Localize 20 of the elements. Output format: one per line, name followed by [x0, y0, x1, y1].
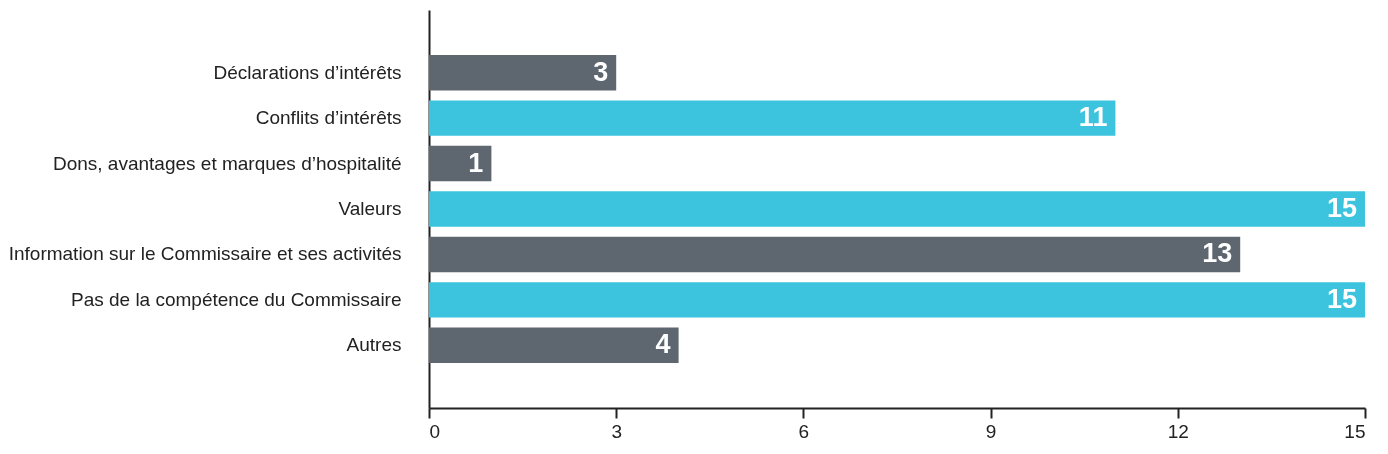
data-label: 3: [593, 56, 609, 87]
y-tick-label: Autres: [346, 334, 402, 356]
data-label: 1: [468, 147, 484, 178]
y-tick-label: Information sur le Commissaire et ses activités: [8, 243, 402, 265]
x-tick-label: 15: [1344, 420, 1366, 442]
x-tick-label: 12: [1167, 420, 1189, 442]
x-tick-label: 6: [798, 420, 810, 442]
x-tick-label: 9: [985, 420, 997, 442]
y-tick-label: Dons, avantages et marques d’hospitalité: [52, 152, 402, 174]
data-label: 15: [1326, 283, 1357, 314]
y-tick-label: Pas de la compétence du Commissaire: [70, 288, 402, 310]
x-tick-label: 3: [611, 420, 622, 442]
data-label: 4: [655, 329, 671, 360]
y-tick-label: Valeurs: [338, 198, 402, 219]
x-tick-label: 0: [429, 420, 441, 442]
data-label: 15: [1326, 193, 1357, 223]
y-tick-label: Conflits d’intérêts: [255, 107, 402, 129]
data-label: 11: [1078, 102, 1108, 133]
y-tick-label: Déclarations d’intérêts: [213, 61, 402, 83]
data-label: 13: [1202, 238, 1233, 269]
